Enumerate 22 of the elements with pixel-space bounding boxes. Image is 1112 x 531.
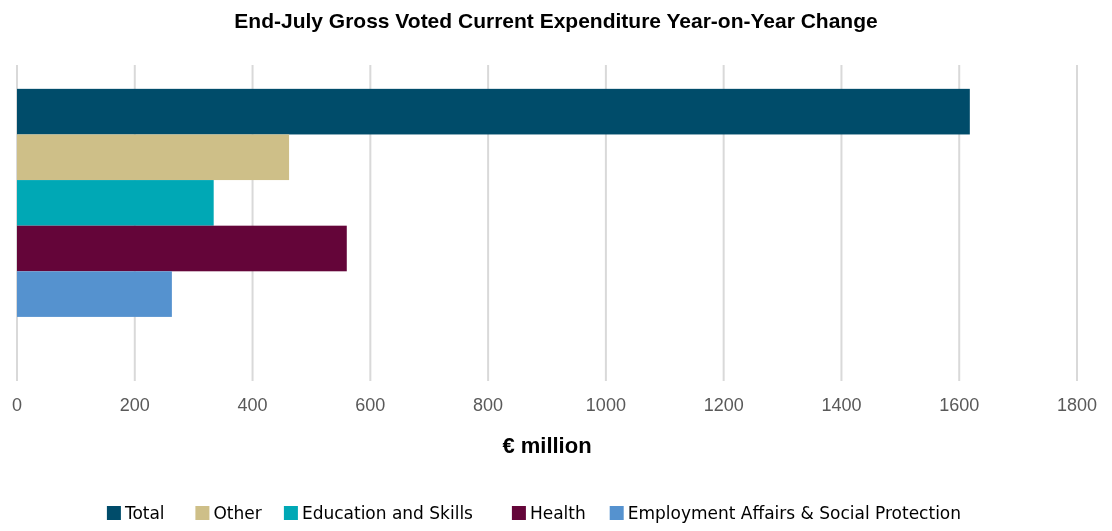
legend-label: Total <box>123 503 165 523</box>
bar <box>17 271 172 317</box>
chart-title: End-July Gross Voted Current Expenditure Year-on-Year Change <box>234 9 878 32</box>
x-tick-label: 1800 <box>1056 395 1098 415</box>
x-axis-title: € million <box>502 433 592 458</box>
bar <box>17 134 290 181</box>
legend-label: Education and Skills <box>301 503 474 523</box>
bar <box>17 225 347 272</box>
bar <box>17 180 214 226</box>
x-tick-label: 200 <box>119 395 150 415</box>
x-tick-label: 1600 <box>939 395 980 415</box>
x-tick-label: 400 <box>237 395 268 415</box>
x-tick-label: 1400 <box>821 395 862 415</box>
x-tick-label: 0 <box>11 395 23 415</box>
legend-label: Health <box>529 503 586 523</box>
legend-label: Employment Affairs & Social Protection <box>627 503 962 523</box>
legend-label: Other <box>213 503 262 523</box>
x-tick-label: 1200 <box>703 395 744 415</box>
x-tick-label: 800 <box>473 395 504 415</box>
x-tick-label: 600 <box>355 395 386 415</box>
bar <box>17 88 970 135</box>
x-tick-label: 1000 <box>585 395 626 415</box>
